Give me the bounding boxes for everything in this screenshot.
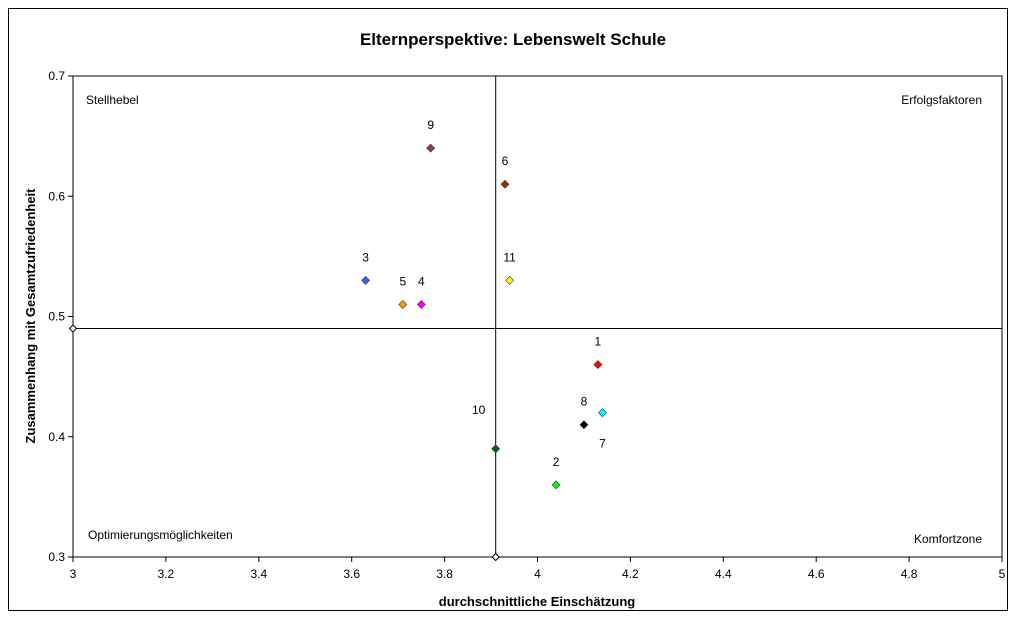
data-label-5: 5 <box>399 274 406 288</box>
y-axis-title: Zusammenhang mit Gesamtzufriedenheit <box>23 188 38 444</box>
y-tick-label: 0.6 <box>48 189 65 203</box>
x-axis-ticks: 3 3.2 3.4 3.6 3.8 4 4.2 4.4 4.6 4.8 5 <box>70 557 1006 581</box>
data-point-6 <box>500 179 510 189</box>
y-tick-label: 0.3 <box>48 550 65 564</box>
x-tick-label: 3.8 <box>436 567 453 581</box>
data-label-4: 4 <box>418 274 425 288</box>
reference-marker-y-axis <box>68 324 78 333</box>
reference-lines <box>68 76 1002 562</box>
x-axis-title: durchschnittliche Einschätzung <box>439 594 636 609</box>
x-tick-label: 4 <box>534 567 541 581</box>
y-tick-label: 0.5 <box>48 310 65 324</box>
x-tick-label: 3.4 <box>250 567 267 581</box>
quadrant-label-erfolgsfaktoren: Erfolgsfaktoren <box>901 93 982 107</box>
x-tick-label: 4.6 <box>808 567 825 581</box>
y-tick-label: 0.4 <box>48 430 65 444</box>
data-point-1 <box>593 360 603 370</box>
data-point-11 <box>505 276 515 285</box>
data-label-9: 9 <box>427 118 434 132</box>
data-point-5 <box>398 300 408 309</box>
data-label-1: 1 <box>595 335 602 349</box>
data-point-3 <box>361 276 371 285</box>
data-label-8: 8 <box>581 395 588 409</box>
y-tick-label: 0.7 <box>48 69 65 83</box>
data-point-9 <box>426 143 436 153</box>
chart-title: Elternperspektive: Lebenswelt Schule <box>360 30 666 49</box>
y-axis-ticks: 0.3 0.4 0.5 0.6 0.7 <box>48 69 73 564</box>
chart-frame: Elternperspektive: Lebenswelt Schule 0.3… <box>8 8 1008 611</box>
x-tick-label: 3.2 <box>158 567 175 581</box>
scatter-chart: Elternperspektive: Lebenswelt Schule 0.3… <box>23 30 1006 609</box>
x-tick-label: 3.6 <box>343 567 360 581</box>
quadrant-label-stellhebel: Stellhebel <box>86 93 139 107</box>
x-tick-label: 4.2 <box>622 567 639 581</box>
data-point-8 <box>579 420 589 430</box>
data-label-10: 10 <box>472 403 486 417</box>
x-tick-label: 5 <box>999 567 1006 581</box>
data-label-2: 2 <box>553 455 560 469</box>
reference-marker-x-axis <box>491 552 500 562</box>
data-points: 1 2 3 45 6 7 8 9 10 11 <box>361 118 607 490</box>
plot-area <box>72 75 1003 558</box>
data-label-3: 3 <box>362 250 369 264</box>
x-tick-label: 4.4 <box>715 567 732 581</box>
data-label-11: 11 <box>503 250 516 264</box>
data-point-2 <box>551 480 561 490</box>
data-point-7 <box>598 408 607 418</box>
quadrant-label-optimierungsmoeglichkeiten: Optimierungsmöglichkeiten <box>88 528 233 542</box>
x-tick-label: 3 <box>70 567 77 581</box>
data-label-6: 6 <box>502 154 509 168</box>
data-label-7: 7 <box>599 437 606 451</box>
data-point-10 <box>491 444 501 454</box>
data-point-4 <box>416 300 426 309</box>
quadrant-label-komfortzone: Komfortzone <box>914 532 982 546</box>
x-tick-label: 4.8 <box>901 567 918 581</box>
